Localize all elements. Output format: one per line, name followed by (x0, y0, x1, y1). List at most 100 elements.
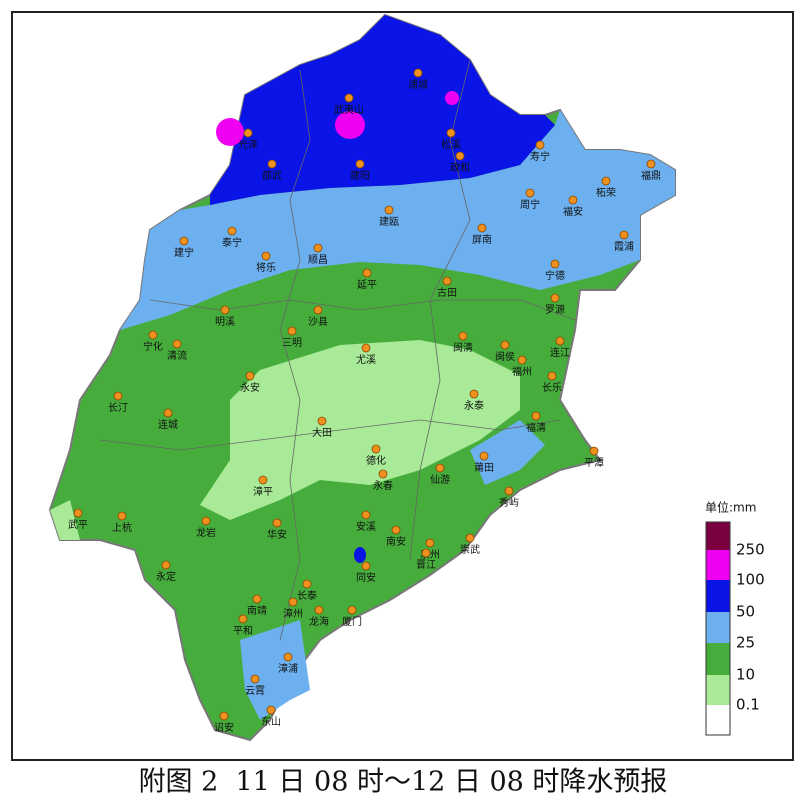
legend-label: 100 (736, 571, 765, 589)
city-label: 华安 (267, 528, 287, 541)
city-label: 建阳 (350, 169, 370, 182)
city-label: 霞浦 (614, 240, 634, 253)
map-regions (48, 13, 676, 742)
city-label: 罗源 (545, 303, 565, 316)
county-borders (149, 299, 576, 321)
city-label: 建瓯 (379, 215, 399, 228)
city-label: 永定 (156, 570, 176, 583)
city-marker (500, 340, 510, 350)
city-marker (266, 705, 276, 715)
city-label: 漳浦 (278, 662, 298, 675)
legend-swatch (706, 580, 730, 612)
city-label: 南靖 (247, 604, 267, 617)
city-label: 永春 (373, 479, 393, 492)
city-marker (163, 408, 173, 418)
rain-100 (445, 91, 459, 105)
city-label: 崇武 (460, 543, 480, 556)
city-marker (465, 533, 475, 543)
rain-25 (470, 420, 545, 485)
rain-0-1 (200, 340, 520, 520)
city-label: 秀屿 (499, 497, 519, 509)
city-label: 武平 (68, 518, 88, 531)
city-marker (361, 343, 371, 353)
city-marker (317, 416, 327, 426)
city-label: 晋江 (416, 559, 436, 571)
city-label: 延平 (357, 279, 377, 291)
city-marker (384, 205, 394, 215)
city-marker (442, 276, 452, 286)
city-label: 龙岩 (196, 526, 216, 539)
rain-50 (354, 547, 366, 563)
city-marker (238, 614, 248, 624)
city-marker (288, 597, 298, 607)
legend-swatch (706, 550, 730, 580)
city-marker (589, 446, 599, 456)
city-marker (227, 226, 237, 236)
city-marker (252, 594, 262, 604)
legend-label: 50 (736, 603, 755, 621)
city-marker (347, 605, 357, 615)
city-marker (344, 93, 354, 103)
city-label: 连城 (158, 418, 178, 431)
city-label: 周宁 (520, 198, 540, 211)
city-marker (601, 176, 611, 186)
city-marker (302, 579, 312, 589)
city-marker (314, 605, 324, 615)
city-marker (219, 711, 229, 721)
city-marker (258, 475, 268, 485)
city-marker (446, 128, 456, 138)
caption: 附图 2 11 日 08 时～12 日 08 时降水预报 (139, 767, 668, 798)
city-label: 仙游 (430, 473, 450, 486)
city-label: 松溪 (441, 138, 461, 151)
city-label: 大田 (312, 426, 332, 439)
city-label: 建宁 (174, 246, 194, 259)
rain-0-1 (50, 500, 80, 540)
county-borders (409, 59, 471, 561)
legend-swatch (706, 522, 730, 550)
city-label: 福州 (512, 365, 532, 378)
legend-swatch (706, 675, 730, 705)
city-label: 泰宁 (222, 236, 242, 249)
city-marker (469, 389, 479, 399)
legend-label: 250 (736, 541, 765, 559)
city-label: 龙海 (309, 615, 329, 628)
city-label: 浦城 (408, 78, 428, 91)
city-label: 福安 (563, 205, 583, 218)
city-label: 同安 (356, 571, 376, 584)
city-marker (362, 268, 372, 278)
city-label: 莆田 (474, 461, 494, 474)
city-label: 尤溪 (356, 353, 376, 366)
city-marker (477, 223, 487, 233)
city-marker (525, 188, 535, 198)
city-label: 闽清 (453, 341, 473, 354)
city-marker (619, 230, 629, 240)
city-marker (287, 326, 297, 336)
legend-swatch (706, 705, 730, 735)
county-borders (99, 419, 561, 451)
city-label: 福清 (526, 421, 546, 434)
city-label: 永安 (240, 381, 260, 394)
legend-label: 10 (736, 666, 755, 684)
rain-50 (210, 15, 555, 205)
city-marker (201, 516, 211, 526)
city-marker (455, 151, 465, 161)
city-label: 寿宁 (530, 150, 550, 163)
city-marker (313, 243, 323, 253)
city-marker (161, 560, 171, 570)
city-label: 光泽 (238, 138, 258, 151)
city-marker (179, 236, 189, 246)
city-label: 清流 (167, 349, 187, 362)
city-marker (646, 159, 656, 169)
city-label: 将乐 (256, 262, 276, 274)
legend-title: 单位:mm (705, 500, 756, 515)
city-marker (355, 159, 365, 169)
city-label: 明溪 (215, 316, 235, 328)
city-label: 厦门 (342, 615, 362, 628)
city-label: 安溪 (356, 520, 376, 533)
city-label: 漳州 (283, 607, 303, 620)
city-label: 邵武 (262, 169, 282, 182)
legend: 单位:mm 250 100 50 25 10 0.1 (705, 500, 765, 736)
city-marker (517, 355, 527, 365)
county-borders (279, 69, 311, 641)
